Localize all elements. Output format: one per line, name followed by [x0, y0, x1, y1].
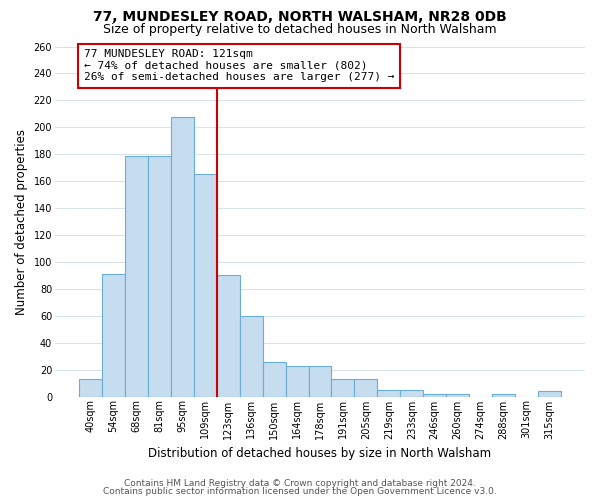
- Bar: [102, 274, 125, 396]
- Y-axis label: Number of detached properties: Number of detached properties: [15, 128, 28, 314]
- Bar: [263, 362, 286, 396]
- Bar: [79, 379, 102, 396]
- Bar: [171, 116, 194, 396]
- Bar: [239, 316, 263, 396]
- X-axis label: Distribution of detached houses by size in North Walsham: Distribution of detached houses by size …: [148, 447, 491, 460]
- Bar: [148, 156, 171, 396]
- Bar: [423, 394, 446, 396]
- Bar: [125, 156, 148, 396]
- Text: 77, MUNDESLEY ROAD, NORTH WALSHAM, NR28 0DB: 77, MUNDESLEY ROAD, NORTH WALSHAM, NR28 …: [93, 10, 507, 24]
- Bar: [217, 276, 239, 396]
- Bar: [400, 390, 423, 396]
- Bar: [377, 390, 400, 396]
- Text: Contains HM Land Registry data © Crown copyright and database right 2024.: Contains HM Land Registry data © Crown c…: [124, 478, 476, 488]
- Bar: [355, 379, 377, 396]
- Bar: [446, 394, 469, 396]
- Bar: [492, 394, 515, 396]
- Bar: [308, 366, 331, 396]
- Bar: [194, 174, 217, 396]
- Bar: [538, 391, 561, 396]
- Text: 77 MUNDESLEY ROAD: 121sqm
← 74% of detached houses are smaller (802)
26% of semi: 77 MUNDESLEY ROAD: 121sqm ← 74% of detac…: [83, 49, 394, 82]
- Bar: [286, 366, 308, 396]
- Bar: [331, 379, 355, 396]
- Text: Contains public sector information licensed under the Open Government Licence v3: Contains public sector information licen…: [103, 487, 497, 496]
- Text: Size of property relative to detached houses in North Walsham: Size of property relative to detached ho…: [103, 22, 497, 36]
